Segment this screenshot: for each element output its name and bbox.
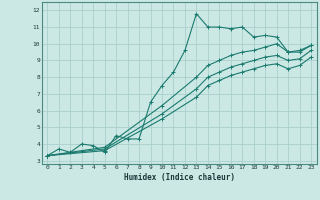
X-axis label: Humidex (Indice chaleur): Humidex (Indice chaleur): [124, 173, 235, 182]
